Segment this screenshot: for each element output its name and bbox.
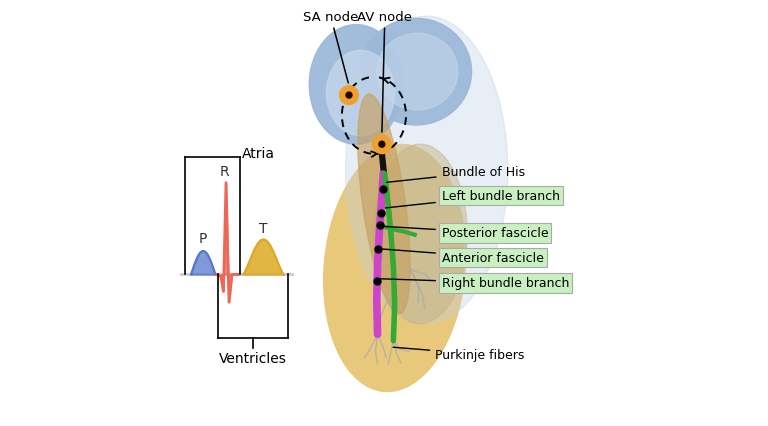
Text: T: T [260, 222, 268, 236]
Circle shape [379, 142, 385, 148]
Text: R: R [220, 165, 230, 179]
Ellipse shape [323, 145, 465, 391]
Ellipse shape [377, 34, 458, 111]
Ellipse shape [360, 19, 472, 126]
Ellipse shape [358, 95, 410, 314]
Circle shape [346, 93, 352, 99]
Text: Atria: Atria [242, 147, 275, 160]
Text: Purkinje fibers: Purkinje fibers [393, 348, 525, 361]
Text: Left bundle branch: Left bundle branch [386, 190, 560, 208]
Ellipse shape [373, 145, 467, 324]
Text: Anterior fascicle: Anterior fascicle [382, 249, 544, 264]
Text: AV node: AV node [357, 11, 412, 132]
Ellipse shape [346, 17, 508, 324]
Text: Bundle of His: Bundle of His [387, 166, 525, 183]
Text: Right bundle branch: Right bundle branch [380, 277, 569, 290]
Ellipse shape [310, 26, 403, 145]
Circle shape [372, 135, 391, 154]
Ellipse shape [326, 51, 395, 136]
Circle shape [339, 86, 359, 105]
Text: SA node: SA node [303, 11, 359, 84]
Text: P: P [199, 232, 207, 246]
Text: Ventricles: Ventricles [219, 351, 287, 366]
Text: Posterior fascicle: Posterior fascicle [383, 227, 548, 240]
